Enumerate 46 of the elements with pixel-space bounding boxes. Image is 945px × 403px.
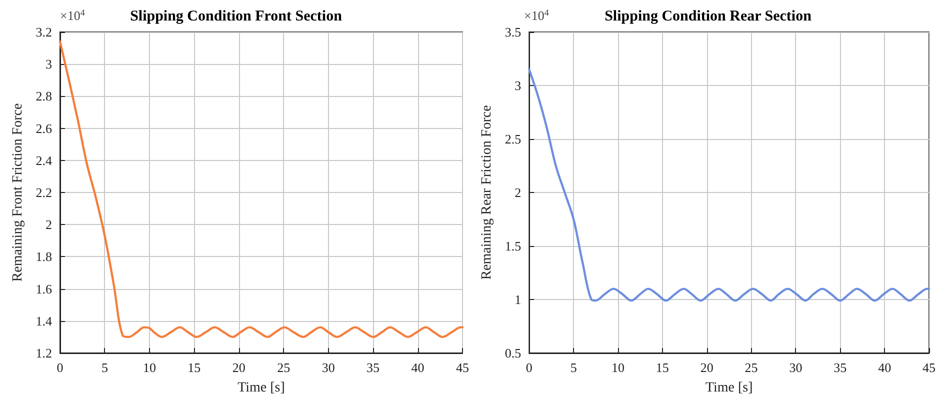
y-tick-label: 2 (514, 185, 522, 200)
y-tick-label: 3.2 (36, 24, 52, 40)
y-tick-label: 3 (46, 56, 52, 72)
x-tick-label: 35 (366, 360, 380, 375)
x-tick-label: 10 (142, 360, 156, 375)
x-tick-label: 25 (277, 360, 290, 375)
y-tick-label: 2.6 (36, 120, 52, 136)
y-tick-label: 2 (46, 217, 52, 232)
y-tick-label: 1.6 (36, 281, 52, 296)
x-tick-label: 5 (101, 360, 108, 375)
line-series (58, 40, 464, 338)
x-tick-label: 20 (700, 360, 714, 375)
x-tick-label: 5 (570, 360, 577, 375)
x-tick-label: 10 (612, 360, 625, 375)
x-tick-label: 35 (834, 360, 847, 375)
y-tick-label: 1 (514, 292, 522, 307)
y-tick-label: 1.2 (36, 346, 52, 360)
x-tick-label: 15 (656, 360, 669, 375)
y-tick-label: 1.5 (504, 238, 522, 254)
x-tick-label: 0 (526, 360, 532, 375)
x-axis-title: Time [s] (238, 380, 285, 396)
y-axis-title: Remaining Front Friction Force (10, 103, 26, 282)
x-tick-label: 40 (411, 360, 424, 375)
y-tick-label: 1.8 (36, 249, 52, 264)
y-tick-label: 3.5 (504, 24, 522, 40)
y-tick-label: 2.2 (36, 185, 52, 200)
x-tick-label: 0 (56, 360, 64, 375)
chart-title: Slipping Condition Front Section (130, 8, 343, 24)
x-tick-label: 15 (188, 360, 201, 375)
y-tick-label: 1.4 (36, 313, 52, 328)
x-tick-label: 30 (789, 360, 802, 375)
y-tick-label: 3 (514, 78, 522, 93)
y-tick-label: 0.5 (504, 346, 522, 360)
x-tick-label: 30 (322, 360, 335, 375)
x-tick-label: 25 (744, 360, 758, 375)
y-tick-label: 2.8 (36, 88, 52, 104)
y-axis-title: Remaining Rear Friction Force (480, 105, 494, 280)
x-axis-title: Time [s] (705, 380, 753, 396)
line-series (528, 68, 930, 302)
x-tick-label: 45 (456, 360, 469, 375)
y-tick-label: 2.4 (36, 152, 52, 168)
x-tick-label: 45 (922, 360, 936, 375)
x-tick-label: 40 (878, 360, 892, 375)
chart-title: Slipping Condition Rear Section (604, 8, 812, 24)
y-tick-label: 2.5 (504, 132, 522, 146)
x-tick-label: 20 (232, 360, 246, 375)
